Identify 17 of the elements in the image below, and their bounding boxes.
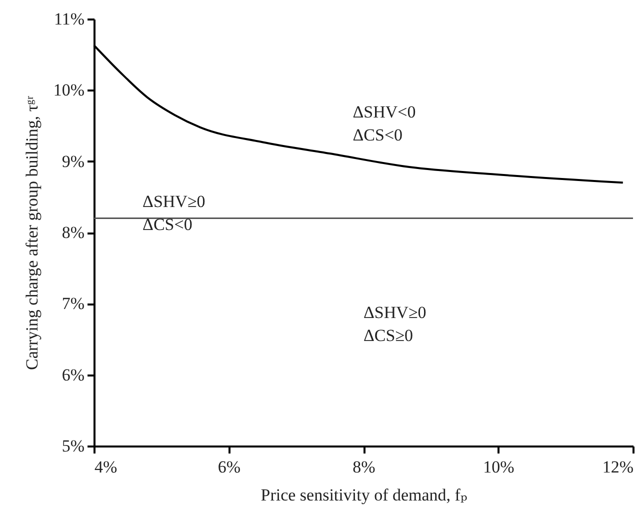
y-tick-label: 6% [62,365,84,384]
x-tick-label: 6% [218,458,241,476]
y-tick-label: 5% [62,436,84,456]
annotation: ΔSHV≥0 ΔCS<0 [142,192,206,234]
annotation: ΔSHV<0 ΔCS<0 [352,102,416,144]
y-tick-label: 7% [62,294,84,314]
x-tick-label: 10% [483,458,514,476]
y-axis-title: Carrying charge after group building, τᵍʳ [22,96,42,370]
x-axis-title: Price sensitivity of demand, fₚ [260,486,468,504]
x-tick-label: 8% [352,458,376,476]
y-tick-label: 9% [62,152,84,171]
y-tick-label: 8% [62,223,84,242]
y-tick-label: 11% [54,10,84,28]
x-tick-label: 12% [602,458,634,476]
annotation: ΔSHV≥0 ΔCS≥0 [364,303,426,346]
y-tick-label: 10% [53,80,84,100]
x-tick-label: 4% [94,458,118,476]
